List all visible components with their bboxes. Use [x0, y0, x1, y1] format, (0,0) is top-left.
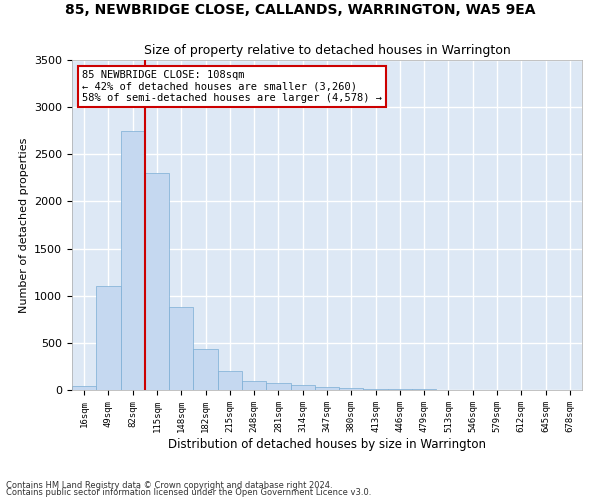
- Bar: [388, 389, 412, 390]
- Text: 85 NEWBRIDGE CLOSE: 108sqm
← 42% of detached houses are smaller (3,260)
58% of s: 85 NEWBRIDGE CLOSE: 108sqm ← 42% of deta…: [82, 70, 382, 103]
- Bar: [169, 307, 193, 390]
- Title: Size of property relative to detached houses in Warrington: Size of property relative to detached ho…: [143, 44, 511, 58]
- Bar: [96, 286, 121, 390]
- Bar: [412, 389, 436, 390]
- Bar: [290, 385, 315, 390]
- Bar: [315, 387, 339, 390]
- Text: Contains HM Land Registry data © Crown copyright and database right 2024.: Contains HM Land Registry data © Crown c…: [6, 480, 332, 490]
- Bar: [364, 388, 388, 390]
- Bar: [266, 383, 290, 390]
- Text: 85, NEWBRIDGE CLOSE, CALLANDS, WARRINGTON, WA5 9EA: 85, NEWBRIDGE CLOSE, CALLANDS, WARRINGTO…: [65, 2, 535, 16]
- X-axis label: Distribution of detached houses by size in Warrington: Distribution of detached houses by size …: [168, 438, 486, 450]
- Text: Contains public sector information licensed under the Open Government Licence v3: Contains public sector information licen…: [6, 488, 371, 497]
- Y-axis label: Number of detached properties: Number of detached properties: [19, 138, 29, 312]
- Bar: [218, 371, 242, 390]
- Bar: [121, 130, 145, 390]
- Bar: [339, 388, 364, 390]
- Bar: [193, 350, 218, 390]
- Bar: [145, 173, 169, 390]
- Bar: [242, 380, 266, 390]
- Bar: [72, 386, 96, 390]
